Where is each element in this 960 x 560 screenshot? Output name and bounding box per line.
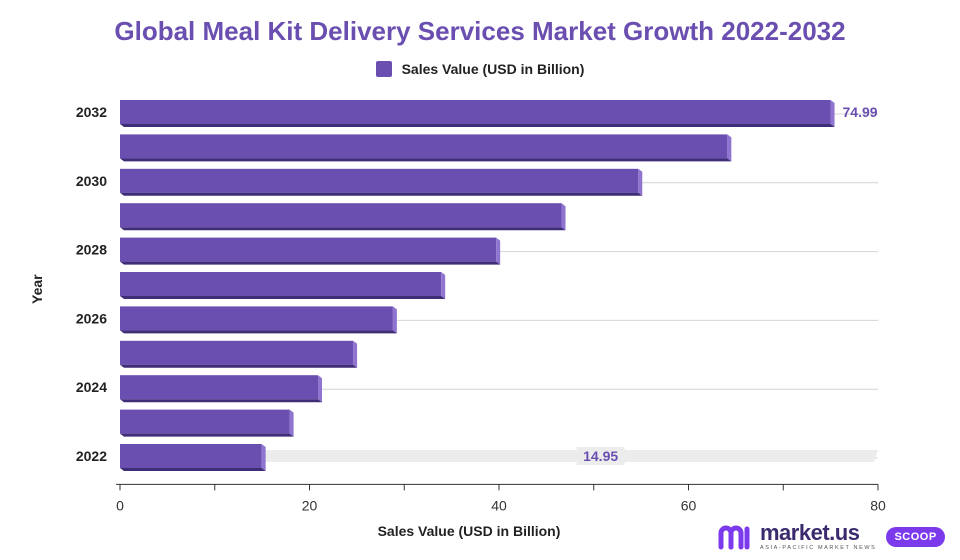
y-tick-label: 2030 bbox=[76, 173, 107, 189]
bar bbox=[120, 203, 562, 228]
data-label: 74.99 bbox=[843, 104, 878, 120]
x-tick-label: 80 bbox=[870, 497, 886, 513]
y-tick-label: 2026 bbox=[76, 310, 107, 326]
bar-side bbox=[727, 134, 732, 162]
bar bbox=[120, 168, 639, 193]
bar-side bbox=[261, 444, 266, 471]
legend: Sales Value (USD in Billion) bbox=[0, 61, 960, 77]
bar-bottom bbox=[120, 158, 732, 162]
highlight-track bbox=[120, 450, 878, 462]
y-tick-label: 2024 bbox=[76, 379, 107, 395]
bar bbox=[120, 272, 442, 296]
legend-label: Sales Value (USD in Billion) bbox=[401, 61, 585, 77]
bar bbox=[120, 100, 831, 124]
brand-logo: market.us ASIA-PACIFIC MARKET NEWS SCOOP bbox=[718, 522, 945, 552]
bar-bottom bbox=[120, 124, 835, 127]
bar-side bbox=[441, 272, 446, 299]
x-tick-label: 60 bbox=[681, 497, 697, 513]
brand-badge: SCOOP bbox=[886, 526, 945, 547]
data-label-bg bbox=[576, 447, 625, 465]
x-tick-label: 40 bbox=[491, 497, 507, 513]
bar bbox=[120, 409, 290, 434]
bar-bottom bbox=[120, 364, 358, 368]
y-axis-title: Year bbox=[29, 274, 45, 304]
bar-side bbox=[289, 409, 294, 437]
bar-bottom bbox=[120, 468, 266, 471]
bar bbox=[120, 340, 354, 365]
bar bbox=[120, 237, 497, 262]
brand-tagline: ASIA-PACIFIC MARKET NEWS bbox=[760, 545, 877, 551]
market-us-logo-icon bbox=[718, 525, 750, 550]
brand-name: market.us bbox=[760, 520, 860, 545]
bar-bottom bbox=[120, 399, 323, 403]
data-label: 14.95 bbox=[583, 448, 618, 464]
x-tick-label: 20 bbox=[302, 497, 318, 513]
y-tick-label: 2022 bbox=[76, 448, 107, 464]
x-axis-title: Sales Value (USD in Billion) bbox=[378, 523, 561, 539]
bar-side bbox=[561, 203, 566, 231]
bar-side bbox=[830, 100, 835, 127]
legend-swatch bbox=[375, 61, 392, 77]
bar-side bbox=[392, 306, 397, 334]
y-tick-label: 2028 bbox=[76, 242, 107, 258]
bar-bottom bbox=[120, 296, 446, 299]
bar-bottom bbox=[120, 261, 501, 265]
bar-bottom bbox=[120, 227, 566, 231]
y-tick-label: 2032 bbox=[76, 104, 107, 120]
bar-side bbox=[496, 237, 501, 265]
bar-bottom bbox=[120, 192, 643, 196]
bar bbox=[120, 306, 393, 331]
x-tick-label: 0 bbox=[116, 497, 124, 513]
bar bbox=[120, 375, 319, 400]
bar-side bbox=[638, 168, 643, 196]
chart-title: Global Meal Kit Delivery Services Market… bbox=[114, 16, 846, 46]
bar bbox=[120, 444, 262, 468]
bar-side bbox=[318, 375, 323, 403]
bar bbox=[120, 134, 728, 159]
bar-side bbox=[353, 340, 358, 368]
bar-bottom bbox=[120, 433, 294, 437]
bar-bottom bbox=[120, 330, 397, 334]
